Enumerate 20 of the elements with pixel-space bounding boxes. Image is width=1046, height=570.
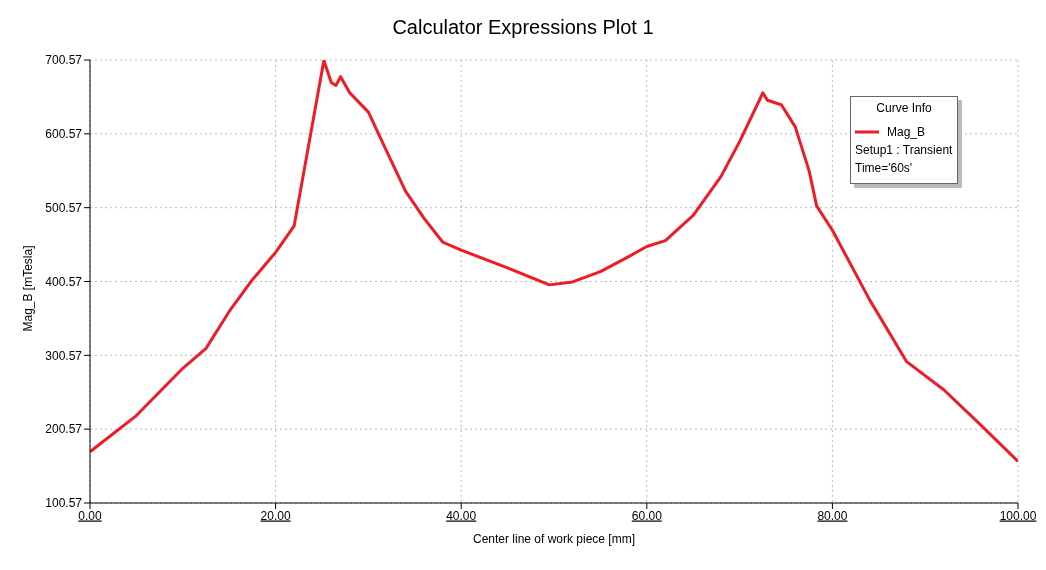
y-tick-label: 600.57 <box>45 127 83 142</box>
y-axis-title: Mag_B [mTesla] <box>21 245 36 332</box>
y-tick-label: 700.57 <box>45 53 83 68</box>
x-axis-title: Center line of work piece [mm] <box>472 532 636 546</box>
legend-label: Mag_B <box>887 125 926 139</box>
x-tick-label: 100.00 <box>999 508 1037 523</box>
annotation: Setup1 : Transient <box>855 143 953 157</box>
annotation: Time='60s' <box>855 161 914 175</box>
x-tick-label: 60.00 <box>631 508 663 523</box>
x-tick-label: 0.00 <box>78 508 102 523</box>
x-tick-label: 20.00 <box>260 508 291 523</box>
y-tick-label: 400.57 <box>45 274 83 289</box>
legend-title: Curve Info <box>875 101 933 117</box>
y-tick-label: 200.57 <box>45 422 83 437</box>
y-tick-label: 100.57 <box>45 496 83 511</box>
x-tick-label: 40.00 <box>446 508 477 523</box>
y-tick-label: 500.57 <box>45 200 83 215</box>
x-tick-label: 80.00 <box>817 508 848 523</box>
chart-title: Calculator Expressions Plot 1 <box>391 15 655 40</box>
y-tick-label: 300.57 <box>45 348 83 363</box>
